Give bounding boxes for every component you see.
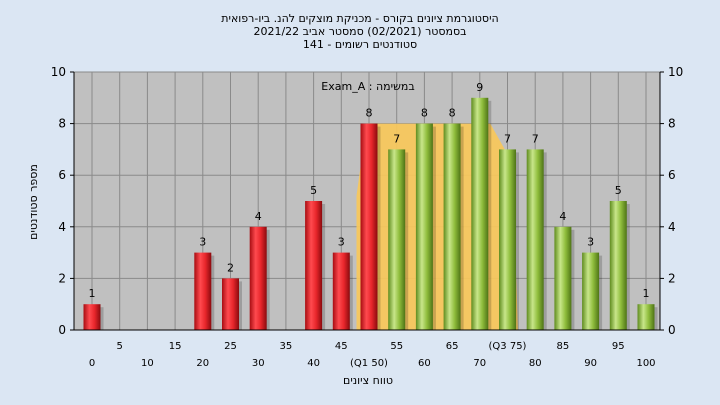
bar — [388, 149, 406, 330]
interquartile-band — [356, 123, 518, 330]
bar — [415, 123, 433, 330]
x-tick-label: 70 — [473, 358, 486, 369]
bar — [360, 123, 378, 330]
bar — [609, 201, 627, 330]
y-tick-label-left: 0 — [58, 323, 66, 337]
bar-value-label: 7 — [393, 132, 400, 145]
x-tick-label: 90 — [584, 358, 597, 369]
bar-value-label: 8 — [449, 107, 456, 120]
x-tick-label: 30 — [252, 358, 265, 369]
bar — [499, 149, 516, 330]
bar — [637, 304, 655, 330]
y-tick-label-left: 4 — [58, 220, 66, 234]
bar — [582, 252, 600, 330]
chart-title-line-2: בסמסטר (02/2021) סמסטר אביב 2021/22 — [253, 25, 467, 38]
bar-value-label: 3 — [338, 236, 345, 249]
bar — [554, 226, 572, 330]
y-tick-label-right: 0 — [668, 323, 676, 337]
x-tick-label: 5 — [117, 341, 123, 352]
y-tick-label-right: 10 — [668, 65, 683, 79]
x-tick-label: 60 — [418, 358, 431, 369]
x-tick-label: (Q3 75) — [489, 341, 527, 352]
x-tick-label: (Q1 50) — [350, 358, 388, 369]
y-tick-label-right: 8 — [668, 117, 676, 131]
y-tick-label-right: 2 — [668, 271, 676, 285]
bar-value-label: 2 — [227, 261, 234, 274]
x-tick-label: 10 — [141, 358, 154, 369]
x-tick-label: 35 — [280, 341, 293, 352]
bar — [305, 201, 323, 330]
bar — [222, 278, 239, 330]
x-tick-label: 100 — [636, 358, 655, 369]
interquartile-band-shape — [356, 123, 518, 330]
bar-value-label: 4 — [255, 210, 262, 223]
x-tick-label: 15 — [169, 341, 182, 352]
x-tick-label: 95 — [612, 341, 625, 352]
bar-value-label: 5 — [310, 184, 317, 197]
bar — [471, 97, 489, 330]
x-tick-label: 65 — [446, 341, 459, 352]
bar — [526, 149, 544, 330]
y-tick-label-right: 6 — [668, 168, 676, 182]
x-tick-label: 55 — [390, 341, 403, 352]
bar-value-label: 3 — [587, 236, 594, 249]
chart-title-line-3: סטודנטים רשומים - 141 — [302, 38, 418, 51]
bar-value-label: 4 — [559, 210, 566, 223]
bar — [332, 252, 350, 330]
bar — [194, 252, 212, 330]
x-tick-label: 85 — [557, 341, 570, 352]
chart-title-line-1: היסטוגרמת ציונים בקורס - מכניקת מוצקים ל… — [221, 12, 499, 25]
x-tick-label: 40 — [307, 358, 320, 369]
bars — [83, 97, 658, 330]
bar — [83, 304, 101, 330]
y-tick-label-left: 8 — [58, 117, 66, 131]
x-tick-label: 25 — [224, 341, 237, 352]
chart-annotation: במשימה : Exam_A — [321, 80, 414, 93]
x-axis-label: טווח ציונים — [343, 374, 393, 387]
x-tick-label: 80 — [529, 358, 542, 369]
value-labels: 1 3 2 4 5 3 8 7 8 8 9 7 7 4 3 5 1 — [89, 81, 650, 300]
bar-value-label: 1 — [643, 287, 650, 300]
y-tick-label-left: 6 — [58, 168, 66, 182]
y-tick-label-left: 2 — [58, 271, 66, 285]
bar-value-label: 3 — [199, 236, 206, 249]
bar-value-label: 7 — [532, 132, 539, 145]
bar — [249, 226, 267, 330]
bar-value-label: 7 — [504, 132, 511, 145]
bar-value-label: 1 — [89, 287, 96, 300]
bar-value-label: 8 — [366, 107, 373, 120]
bar-value-label: 8 — [421, 107, 428, 120]
bar-value-label: 9 — [476, 81, 483, 94]
bar — [443, 123, 461, 330]
x-tick-label: 45 — [335, 341, 348, 352]
bar-value-label: 5 — [615, 184, 622, 197]
y-axis-label: מספר סטודנטים — [27, 164, 40, 240]
x-tick-label: 20 — [196, 358, 209, 369]
y-tick-label-left: 10 — [51, 65, 66, 79]
x-tick-label: 0 — [89, 358, 95, 369]
y-tick-label-right: 4 — [668, 220, 676, 234]
